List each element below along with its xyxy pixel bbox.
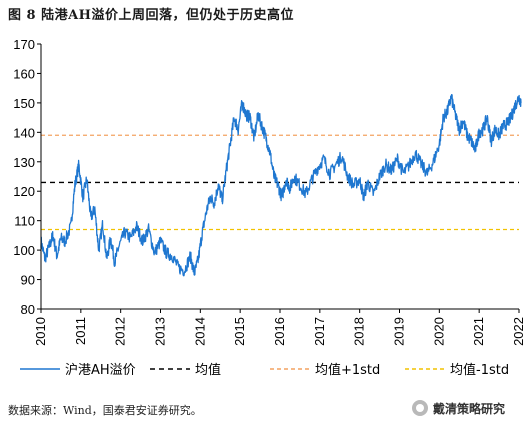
x-tick-label: 2011 [73, 317, 88, 345]
y-tick-label: 170 [13, 37, 35, 52]
y-tick-label: 150 [13, 96, 35, 111]
y-tick-label: 80 [21, 302, 35, 317]
y-tick-label: 160 [13, 66, 35, 81]
brand-mark: 戴清策略研究 [412, 398, 505, 418]
reference-lines [41, 134, 519, 231]
legend-label: 均值 [195, 362, 221, 378]
y-tick-label: 140 [13, 125, 35, 140]
y-tick-label: 90 [21, 273, 35, 288]
legend-label: 均值+1std [315, 362, 380, 378]
y-tick-label: 130 [13, 155, 35, 170]
x-tick-label: 2021 [471, 317, 486, 346]
x-tick-label: 2010 [33, 317, 48, 346]
legend-label: 沪港AH溢价 [65, 362, 136, 378]
y-tick-label: 110 [14, 214, 35, 229]
x-tick-label: 2019 [392, 317, 407, 346]
x-tick-label: 2016 [272, 317, 287, 346]
premium-series [40, 94, 522, 277]
chart-legend: 沪港AH溢价 均值 均值+1std 均值-1std [20, 362, 509, 378]
figure-title: 图 8 陆港AH溢价上周回落，但仍处于历史高位 [8, 8, 294, 23]
x-tick-label: 2020 [431, 317, 446, 346]
x-tick-label: 2018 [352, 317, 367, 346]
y-tick-label: 120 [13, 184, 35, 199]
axes: 80 90 100 110 120 130 140 150 160 170 2010 2011 2012… [13, 37, 526, 346]
x-tick-label: 2012 [113, 317, 128, 346]
premium-series-line [40, 94, 522, 277]
y-tick-label: 100 [13, 243, 35, 258]
x-tick-label: 2022 [511, 317, 526, 346]
x-tick-label: 2014 [192, 317, 207, 346]
wechat-logo-icon [412, 400, 428, 416]
x-tick-label: 2017 [312, 317, 327, 346]
source-note: 数据来源：Wind，国泰君安证券研究。 [8, 404, 202, 417]
brand-name: 戴清策略研究 [433, 401, 506, 416]
x-tick-label: 2013 [153, 317, 168, 346]
legend-label: 均值-1std [450, 362, 509, 378]
x-tick-label: 2015 [232, 317, 247, 346]
